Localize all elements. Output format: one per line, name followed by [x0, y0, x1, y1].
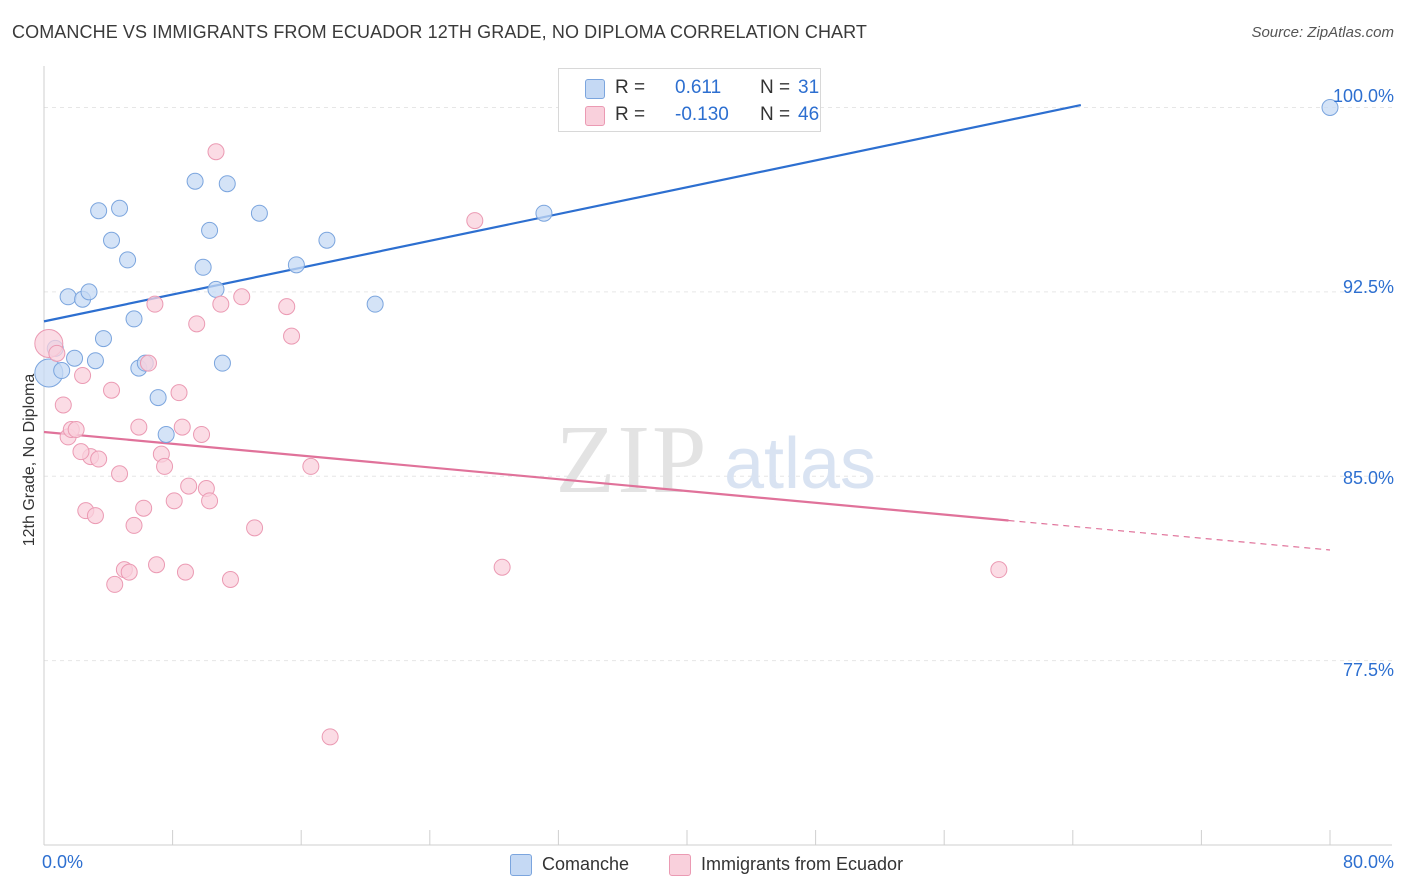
- ecuador-point: [193, 425, 211, 443]
- comanche-point: [90, 202, 108, 220]
- ecuador-point: [54, 396, 72, 414]
- ecuador-point: [278, 298, 296, 316]
- comanche-point: [535, 204, 553, 222]
- legend-r-label: R =: [615, 104, 646, 125]
- comanche-point: [111, 199, 129, 217]
- ecuador-point: [86, 507, 104, 525]
- comanche-point: [125, 310, 143, 328]
- legend-n-value: 31: [798, 77, 820, 98]
- ecuador-point: [173, 418, 191, 436]
- ecuador-point: [188, 315, 206, 333]
- ecuador-point: [207, 143, 225, 161]
- ecuador-point: [302, 457, 320, 475]
- comanche-point: [157, 425, 175, 443]
- ecuador-point: [106, 575, 124, 593]
- ecuador-point: [48, 344, 66, 362]
- x-tick-right: 80.0%: [1342, 852, 1394, 872]
- comanche-point: [94, 330, 112, 348]
- comanche-point: [287, 256, 305, 274]
- comanche-point: [207, 280, 225, 298]
- bottom-legend-label: Comanche: [542, 854, 630, 874]
- ecuador-point: [148, 556, 166, 574]
- axes: [43, 66, 1392, 846]
- correlation-legend: R = 0.611 N = 31 R = -0.130 N = 46: [558, 68, 821, 132]
- comanche-point: [186, 172, 204, 190]
- source-label: Source: ZipAtlas.com: [1251, 24, 1394, 41]
- ecuador-point: [201, 492, 219, 510]
- ecuador-point: [180, 477, 198, 495]
- watermark-atlas: atlas: [724, 424, 876, 504]
- data-points: [34, 99, 1339, 746]
- comanche-point: [53, 362, 71, 380]
- comanche-point: [213, 354, 231, 372]
- ecuador-point: [156, 457, 174, 475]
- ecuador-point: [130, 418, 148, 436]
- comanche-point: [366, 295, 384, 313]
- watermark: ZIP atlas: [556, 406, 877, 514]
- watermark-zip: ZIP: [556, 406, 709, 514]
- comanche-trendline: [43, 103, 1082, 323]
- ecuador-trendline-extension: [1008, 519, 1331, 551]
- ecuador-point: [103, 381, 121, 399]
- comanche-point: [86, 352, 104, 370]
- ecuador-point: [466, 212, 484, 230]
- comanche-point: [66, 349, 84, 367]
- ecuador-point: [990, 561, 1008, 579]
- ecuador-point: [90, 450, 108, 468]
- ecuador-point: [321, 728, 339, 746]
- ecuador-point: [111, 465, 129, 483]
- legend-swatch-blue: [585, 79, 605, 99]
- comanche-point: [119, 251, 137, 269]
- ecuador-point: [146, 295, 164, 313]
- comanche-point: [201, 221, 219, 239]
- ecuador-point: [221, 571, 239, 588]
- comanche-point: [80, 283, 98, 301]
- legend-n-label: N =: [760, 77, 791, 98]
- ecuador-point: [165, 492, 183, 510]
- ecuador-point: [176, 563, 194, 581]
- legend-r-label: R =: [615, 77, 646, 98]
- ecuador-point: [246, 519, 264, 537]
- y-tick-85: 85.0%: [1342, 468, 1394, 488]
- legend-n-label: N =: [760, 104, 791, 125]
- y-tick-77-5: 77.5%: [1342, 660, 1394, 680]
- ecuador-point: [72, 443, 90, 461]
- bottom-swatch-blue: [510, 854, 532, 876]
- comanche-point: [59, 288, 77, 306]
- ecuador-point: [139, 354, 157, 372]
- grid-lines: [44, 107, 1392, 662]
- y-axis-label: 12th Grade, No Diploma: [21, 373, 38, 547]
- ecuador-point: [120, 563, 138, 581]
- y-tick-92-5: 92.5%: [1342, 277, 1394, 297]
- comanche-point: [250, 204, 268, 222]
- legend-swatch-pink: [585, 106, 605, 126]
- ecuador-point: [125, 516, 143, 534]
- comanche-point: [194, 258, 212, 276]
- bottom-legend-label: Immigrants from Ecuador: [701, 854, 904, 874]
- ecuador-point: [212, 295, 230, 313]
- x-tick-left: 0.0%: [42, 852, 84, 872]
- ecuador-point: [74, 366, 92, 384]
- ecuador-point: [493, 558, 511, 576]
- y-tick-100: 100.0%: [1332, 86, 1394, 106]
- ecuador-point: [135, 499, 153, 517]
- ecuador-point: [283, 327, 301, 345]
- chart-title: COMANCHE VS IMMIGRANTS FROM ECUADOR 12TH…: [12, 22, 868, 42]
- ecuador-trendline: [43, 430, 1009, 522]
- ecuador-point: [170, 384, 188, 402]
- comanche-point: [218, 175, 236, 193]
- comanche-point: [103, 231, 121, 249]
- ecuador-point: [67, 421, 85, 439]
- legend-r-value: 0.611: [675, 77, 722, 98]
- legend-n-value: 46: [798, 104, 820, 125]
- comanche-point: [318, 231, 336, 249]
- comanche-point: [1321, 99, 1339, 116]
- bottom-swatch-pink: [669, 854, 691, 876]
- legend-r-value: -0.130: [675, 104, 729, 125]
- ecuador-point: [233, 288, 251, 306]
- comanche-point: [149, 389, 167, 407]
